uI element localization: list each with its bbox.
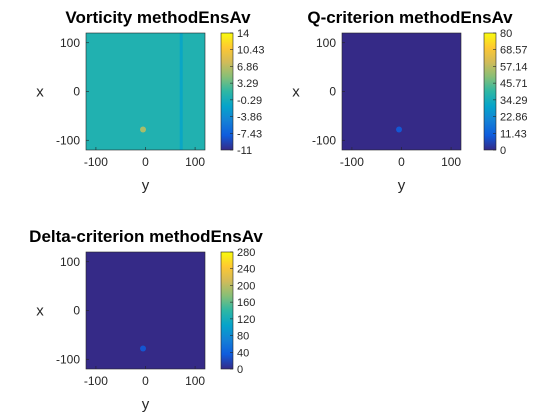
- colorbar-tick-label-1-1: 68.57: [500, 45, 528, 57]
- colorbar-tick-label-0-7: -11: [237, 145, 252, 157]
- colorbar-tick-label-1-4: 34.29: [500, 95, 528, 107]
- colorbar-tick-label-0-6: -7.43: [237, 128, 262, 140]
- colorbar-tick-label-0-2: 6.86: [237, 61, 258, 73]
- y-tick-label-0-1: 0: [73, 85, 80, 99]
- heatmap-field-2: [86, 252, 205, 369]
- vorticity-band-0-1: [179, 33, 183, 150]
- x-tick-label-0-1: 0: [142, 155, 149, 169]
- colorbar-tick-label-0-5: -3.86: [237, 112, 262, 124]
- y-tick-label-0-2: -100: [56, 133, 80, 147]
- colorbar-tick-label-0-4: -0.29: [237, 95, 262, 107]
- colorbar-tick-label-1-3: 45.71: [500, 78, 528, 90]
- x-tick-label-1-2: 100: [441, 155, 461, 169]
- x-axis-label-1: y: [398, 177, 406, 194]
- colorbar-tick-label-2-7: 0: [237, 364, 243, 376]
- x-axis-label-2: y: [142, 396, 150, 413]
- colorbar-tick-label-2-4: 120: [237, 314, 255, 326]
- colorbar-0: [220, 32, 234, 151]
- x-tick-label-1-1: 0: [398, 155, 405, 169]
- x-tick-label-2-0: -100: [84, 374, 108, 388]
- vortex-spot-2-0: [140, 345, 147, 352]
- x-tick-label-1-0: -100: [340, 155, 364, 169]
- heatmap-field-1: [342, 33, 461, 150]
- y-axis-label-1: x: [292, 84, 300, 101]
- x-axis-label-0: y: [142, 177, 150, 194]
- colorbar-1: [483, 32, 497, 151]
- x-tick-label-2-2: 100: [185, 374, 205, 388]
- y-tick-label-1-1: 0: [329, 85, 336, 99]
- plot-title-0: Vorticity methodEnsAv: [65, 8, 251, 27]
- y-tick-label-1-0: 100: [316, 36, 336, 50]
- colorbar-tick-label-1-7: 0: [500, 145, 506, 157]
- y-axis-label-0: x: [36, 84, 44, 101]
- colorbar-tick-label-0-3: 3.29: [237, 78, 258, 90]
- heatmap-field-0: [86, 33, 205, 150]
- colorbar-tick-label-2-5: 80: [237, 331, 249, 343]
- x-tick-label-0-0: -100: [84, 155, 108, 169]
- colorbar-tick-label-2-1: 240: [237, 264, 255, 276]
- y-tick-label-2-0: 100: [60, 255, 80, 269]
- colorbar-2: [220, 251, 234, 370]
- plot-title-1: Q-criterion methodEnsAv: [307, 8, 513, 27]
- colorbar-tick-label-1-5: 22.86: [500, 112, 528, 124]
- colorbar-tick-label-1-2: 57.14: [500, 61, 528, 73]
- colorbar-tick-label-0-1: 10.43: [237, 45, 265, 57]
- vortex-spot-0-0: [140, 126, 147, 133]
- y-tick-label-1-2: -100: [312, 133, 336, 147]
- colorbar-tick-label-2-3: 160: [237, 297, 255, 309]
- colorbar-tick-label-1-0: 80: [500, 28, 512, 40]
- y-tick-label-0-0: 100: [60, 36, 80, 50]
- colorbar-tick-label-2-6: 40: [237, 347, 249, 359]
- plot-title-2: Delta-criterion methodEnsAv: [29, 227, 263, 246]
- y-axis-label-2: x: [36, 303, 44, 320]
- y-tick-label-2-2: -100: [56, 352, 80, 366]
- colorbar-tick-label-2-2: 200: [237, 280, 255, 292]
- x-tick-label-2-1: 0: [142, 374, 149, 388]
- y-tick-label-2-1: 0: [73, 304, 80, 318]
- colorbar-tick-label-0-0: 14: [237, 28, 249, 40]
- vortex-spot-1-0: [396, 126, 403, 133]
- colorbar-tick-label-1-6: 11.43: [500, 128, 527, 140]
- x-tick-label-0-2: 100: [185, 155, 205, 169]
- colorbar-tick-label-2-0: 280: [237, 247, 255, 259]
